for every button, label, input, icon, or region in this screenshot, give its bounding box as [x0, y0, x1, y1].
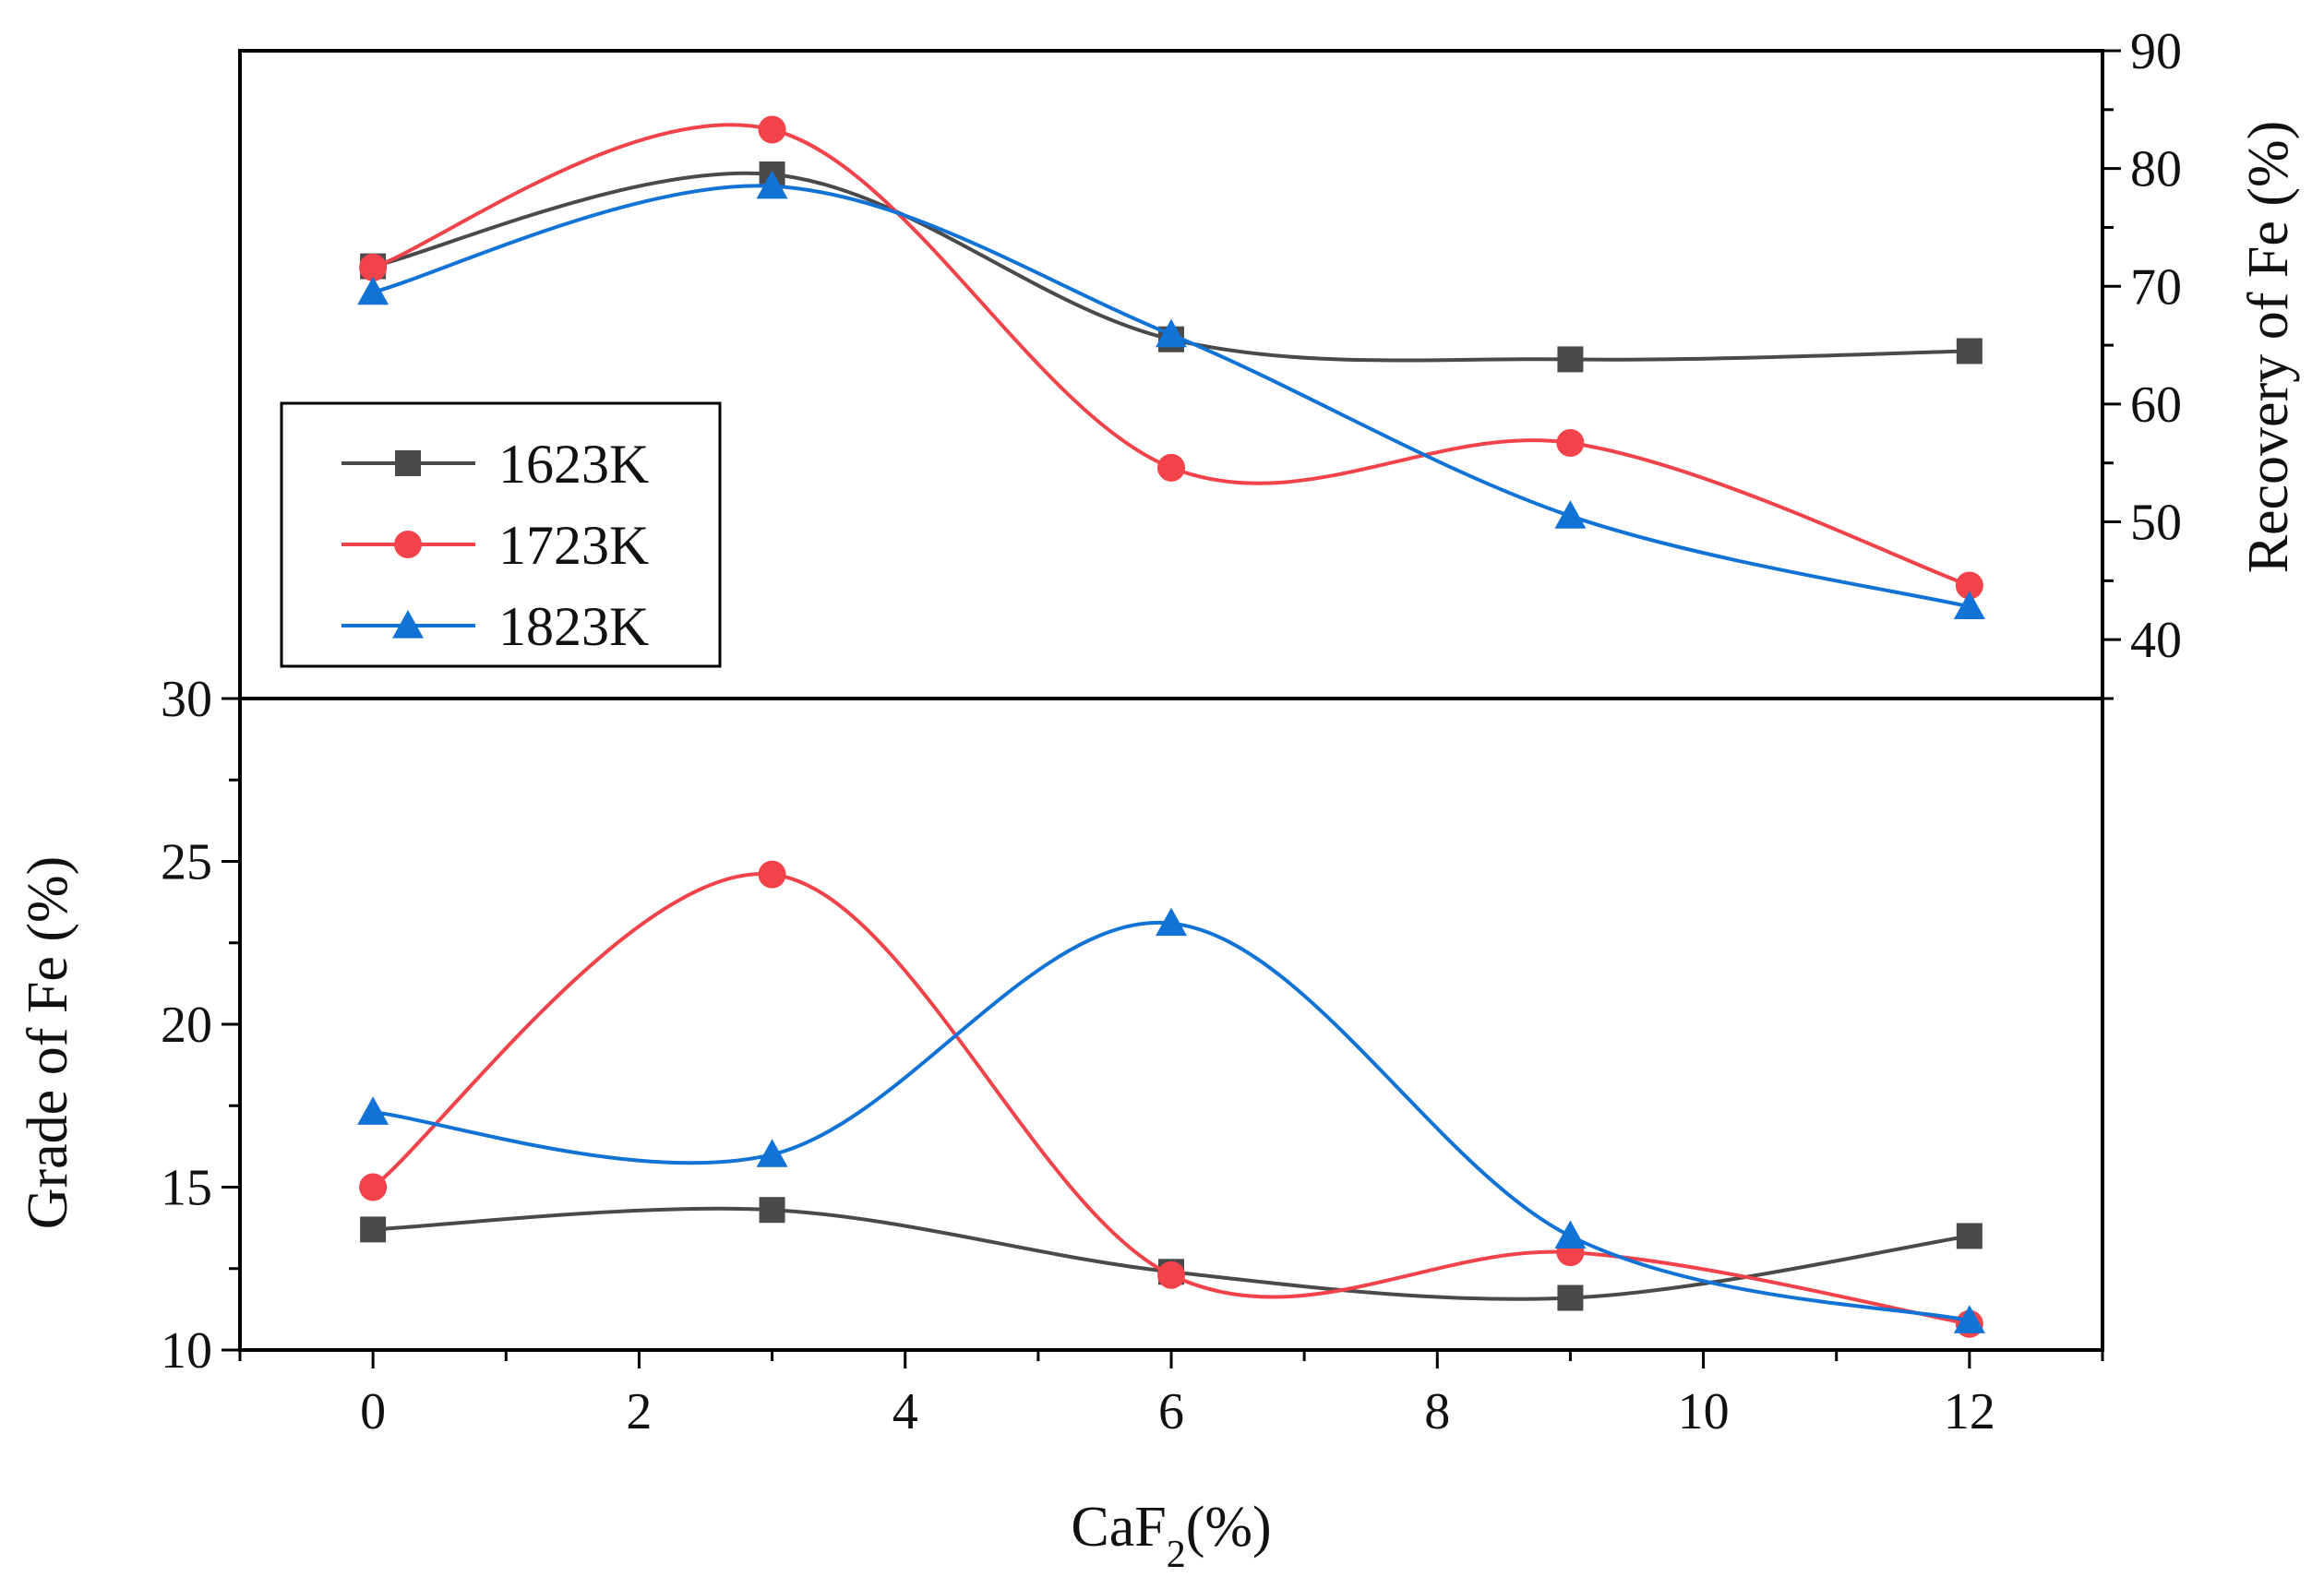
legend-label-1623K: 1623K	[498, 434, 649, 495]
x-tick-label: 2	[626, 1383, 652, 1440]
grade-data-point-1823K	[357, 1096, 389, 1125]
recovery-data-point-1723K	[1157, 453, 1185, 482]
recovery-series-line-1723K	[372, 123, 1971, 588]
grade-y-tick-label: 25	[161, 834, 212, 891]
recovery-data-point-1723K	[359, 253, 388, 281]
grade-data-point-1823K	[756, 1139, 788, 1167]
grade-data-point-1723K	[359, 1173, 388, 1201]
recovery-data-point-1823K	[1953, 591, 1985, 620]
legend-label-1723K: 1723K	[498, 515, 649, 576]
recovery-data-point-1723K	[1556, 429, 1585, 458]
x-tick-label: 4	[892, 1383, 918, 1440]
x-axis-title-unit: (%)	[1186, 1496, 1272, 1559]
grade-data-point-1623K	[1557, 1284, 1584, 1311]
grade-data-point-1723K	[1157, 1260, 1185, 1289]
grade-data-point-1623K	[759, 1197, 785, 1224]
legend-label-1823K: 1823K	[498, 596, 649, 657]
legend: 1623K 1723K 1823K	[280, 401, 722, 668]
legend-marker-1723K	[394, 531, 422, 558]
grade-y-tick-label: 10	[161, 1322, 212, 1380]
grade-y-tick-label: 20	[161, 997, 212, 1054]
recovery-data-point-1623K	[1956, 338, 1983, 364]
recovery-data-point-1623K	[1557, 346, 1584, 373]
recovery-y-tick-label: 50	[2130, 495, 2182, 552]
recovery-y-axis-title: Recovery of Fe (%)	[2237, 121, 2300, 574]
recovery-y-tick-label: 70	[2130, 258, 2182, 316]
recovery-y-tick-label: 90	[2130, 23, 2182, 80]
recovery-data-point-1723K	[758, 115, 786, 144]
x-tick-label: 12	[1944, 1383, 1995, 1440]
grade-y-axis-title: Grade of Fe (%)	[17, 856, 79, 1230]
legend-box	[280, 401, 722, 668]
grade-y-tick-label: 30	[161, 671, 212, 728]
grade-data-point-1623K	[360, 1216, 387, 1243]
grade-data-point-1823K	[1156, 907, 1187, 937]
recovery-data-point-1723K	[1955, 571, 1983, 600]
grade-data-point-1823K	[1554, 1220, 1587, 1249]
recovery-y-tick-label: 60	[2130, 376, 2182, 434]
x-axis-title-subscript: 2	[1167, 1534, 1186, 1576]
x-axis-title-main: CaF	[1071, 1496, 1166, 1559]
legend-marker-1823K	[392, 610, 424, 639]
recovery-y-tick-label: 80	[2130, 141, 2182, 198]
x-tick-label: 8	[1424, 1383, 1450, 1440]
grade-data-point-1723K	[758, 860, 786, 889]
x-axis-title: CaF2(%)	[1071, 1496, 1271, 1576]
recovery-data-point-1823K	[1156, 318, 1187, 348]
grade-y-tick-label: 15	[161, 1160, 212, 1217]
recovery-data-point-1823K	[756, 170, 788, 199]
grade-series-line-1723K	[371, 872, 1971, 1326]
recovery-data-point-1823K	[357, 276, 389, 305]
x-tick-label: 0	[360, 1383, 386, 1440]
recovery-y-tick-label: 40	[2130, 612, 2182, 669]
x-tick-label: 6	[1158, 1383, 1184, 1440]
grade-data-point-1623K	[1956, 1223, 1983, 1249]
legend-marker-1623K	[395, 450, 421, 476]
grade-data-point-1823K	[1953, 1305, 1985, 1333]
recovery-data-point-1823K	[1554, 500, 1587, 529]
x-tick-label: 10	[1678, 1383, 1730, 1440]
